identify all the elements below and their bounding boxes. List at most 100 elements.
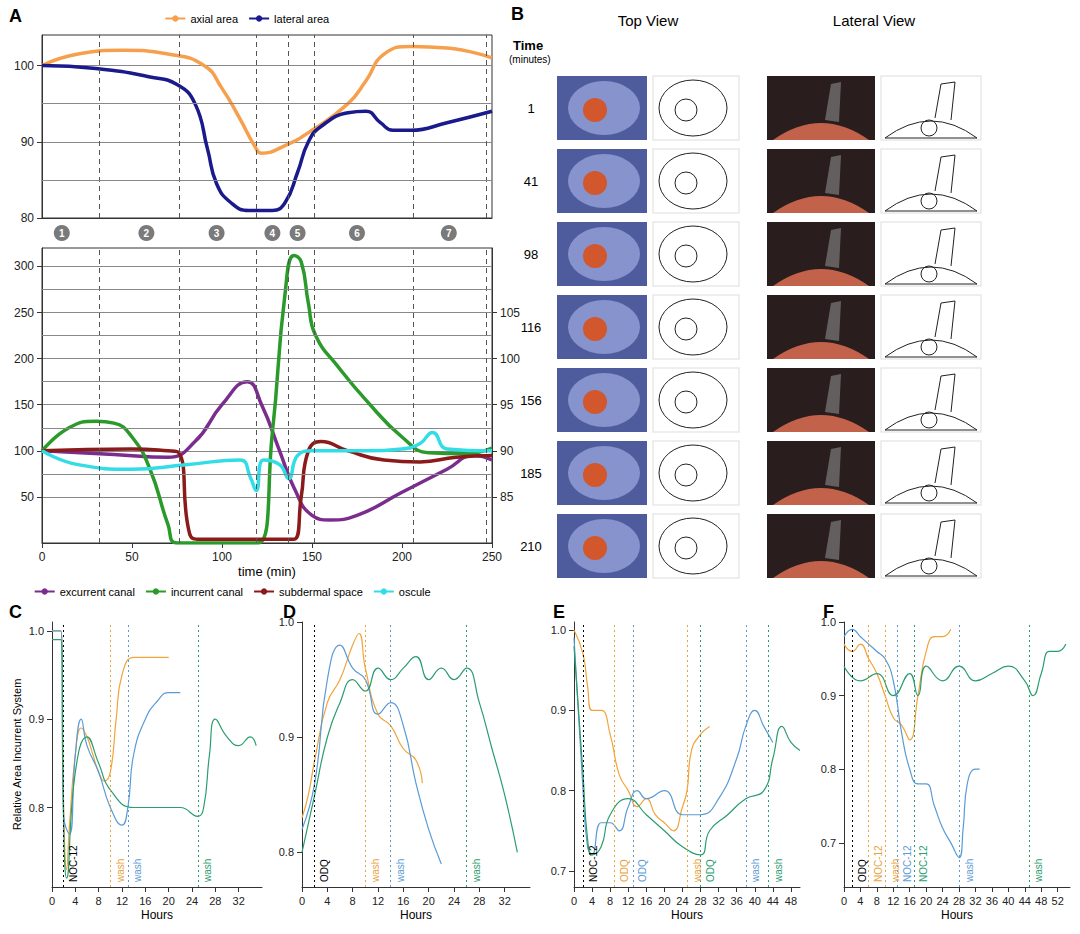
svg-text:48: 48: [785, 895, 797, 907]
svg-text:12: 12: [622, 895, 634, 907]
svg-text:32: 32: [233, 895, 245, 907]
svg-text:1: 1: [527, 101, 534, 116]
svg-text:4: 4: [270, 228, 276, 239]
svg-text:0: 0: [39, 550, 46, 564]
svg-text:time (min): time (min): [238, 564, 296, 579]
svg-text:20: 20: [658, 895, 670, 907]
svg-text:wash: wash: [890, 859, 901, 883]
svg-text:wash: wash: [773, 859, 784, 883]
svg-text:44: 44: [1019, 895, 1031, 907]
svg-text:210: 210: [520, 539, 542, 554]
svg-text:8: 8: [874, 895, 880, 907]
svg-text:80: 80: [21, 211, 35, 225]
svg-text:0: 0: [49, 895, 55, 907]
svg-text:0.8: 0.8: [551, 785, 566, 797]
svg-text:NOC-12: NOC-12: [68, 845, 79, 882]
svg-text:40: 40: [1002, 895, 1014, 907]
svg-text:wash: wash: [115, 859, 126, 883]
svg-text:24: 24: [448, 895, 460, 907]
svg-text:F: F: [823, 602, 834, 622]
svg-text:C: C: [9, 602, 22, 622]
svg-text:incurrent canal: incurrent canal: [171, 586, 243, 598]
svg-text:90: 90: [500, 444, 514, 458]
svg-text:16: 16: [640, 895, 652, 907]
svg-text:0.9: 0.9: [279, 731, 294, 743]
svg-text:Time: Time: [513, 38, 543, 53]
svg-text:lateral area: lateral area: [274, 13, 330, 25]
svg-text:NOC-12: NOC-12: [588, 845, 599, 882]
svg-text:20: 20: [163, 895, 175, 907]
svg-text:40: 40: [749, 895, 761, 907]
svg-text:Hours: Hours: [400, 908, 432, 922]
svg-text:105: 105: [500, 306, 520, 320]
svg-text:subdermal space: subdermal space: [279, 586, 363, 598]
svg-text:250: 250: [14, 306, 34, 320]
svg-text:98: 98: [524, 247, 538, 262]
svg-text:wash: wash: [132, 859, 143, 883]
svg-text:20: 20: [423, 895, 435, 907]
svg-text:48: 48: [1035, 895, 1047, 907]
svg-text:E: E: [553, 602, 565, 622]
svg-text:0.8: 0.8: [29, 802, 44, 814]
svg-text:28: 28: [694, 895, 706, 907]
svg-text:D: D: [283, 602, 296, 622]
svg-text:wash: wash: [692, 859, 703, 883]
svg-text:32: 32: [969, 895, 981, 907]
svg-text:7: 7: [446, 228, 452, 239]
svg-text:41: 41: [524, 174, 538, 189]
svg-text:8: 8: [350, 895, 356, 907]
svg-text:16: 16: [904, 895, 916, 907]
svg-text:ODQ: ODQ: [619, 859, 630, 882]
svg-text:0: 0: [571, 895, 577, 907]
svg-text:NOC-12: NOC-12: [902, 845, 913, 882]
svg-text:wash: wash: [395, 859, 406, 883]
svg-text:Hours: Hours: [141, 908, 173, 922]
svg-text:3: 3: [214, 228, 220, 239]
svg-text:4: 4: [589, 895, 595, 907]
svg-text:Lateral View: Lateral View: [833, 12, 915, 29]
svg-text:ODQ: ODQ: [857, 859, 868, 882]
svg-text:2: 2: [144, 228, 150, 239]
svg-text:0.8: 0.8: [821, 763, 836, 775]
svg-text:36: 36: [986, 895, 998, 907]
svg-text:0.8: 0.8: [279, 846, 294, 858]
svg-text:24: 24: [676, 895, 688, 907]
svg-text:150: 150: [14, 398, 34, 412]
svg-text:4: 4: [72, 895, 78, 907]
svg-text:24: 24: [186, 895, 198, 907]
svg-text:250: 250: [482, 550, 502, 564]
svg-text:(minutes): (minutes): [509, 54, 551, 65]
svg-text:wash: wash: [750, 859, 761, 883]
svg-text:32: 32: [499, 895, 511, 907]
svg-text:300: 300: [14, 259, 34, 273]
svg-text:100: 100: [14, 59, 34, 73]
svg-text:0: 0: [841, 895, 847, 907]
svg-text:8: 8: [96, 895, 102, 907]
svg-text:52: 52: [1052, 895, 1064, 907]
svg-text:12: 12: [887, 895, 899, 907]
svg-text:0.7: 0.7: [821, 837, 836, 849]
svg-text:85: 85: [500, 490, 514, 504]
svg-text:Hours: Hours: [671, 908, 703, 922]
svg-text:0.7: 0.7: [551, 865, 566, 877]
svg-text:wash: wash: [370, 859, 381, 883]
svg-text:100: 100: [212, 550, 232, 564]
svg-text:Hours: Hours: [941, 908, 973, 922]
svg-text:wash: wash: [202, 859, 213, 883]
svg-text:axial area: axial area: [190, 13, 239, 25]
svg-text:0.9: 0.9: [821, 690, 836, 702]
svg-text:0: 0: [299, 895, 305, 907]
svg-text:8: 8: [607, 895, 613, 907]
svg-text:50: 50: [125, 550, 139, 564]
svg-text:wash: wash: [964, 859, 975, 883]
svg-text:24: 24: [936, 895, 948, 907]
svg-text:A: A: [9, 6, 22, 26]
svg-text:B: B: [511, 4, 524, 24]
svg-text:116: 116: [521, 320, 542, 335]
svg-text:28: 28: [209, 895, 221, 907]
svg-text:wash: wash: [471, 859, 482, 883]
svg-text:6: 6: [354, 228, 360, 239]
svg-text:Relative Area Incurrent System: Relative Area Incurrent System: [11, 679, 23, 831]
svg-text:200: 200: [14, 352, 34, 366]
svg-text:185: 185: [520, 466, 542, 481]
